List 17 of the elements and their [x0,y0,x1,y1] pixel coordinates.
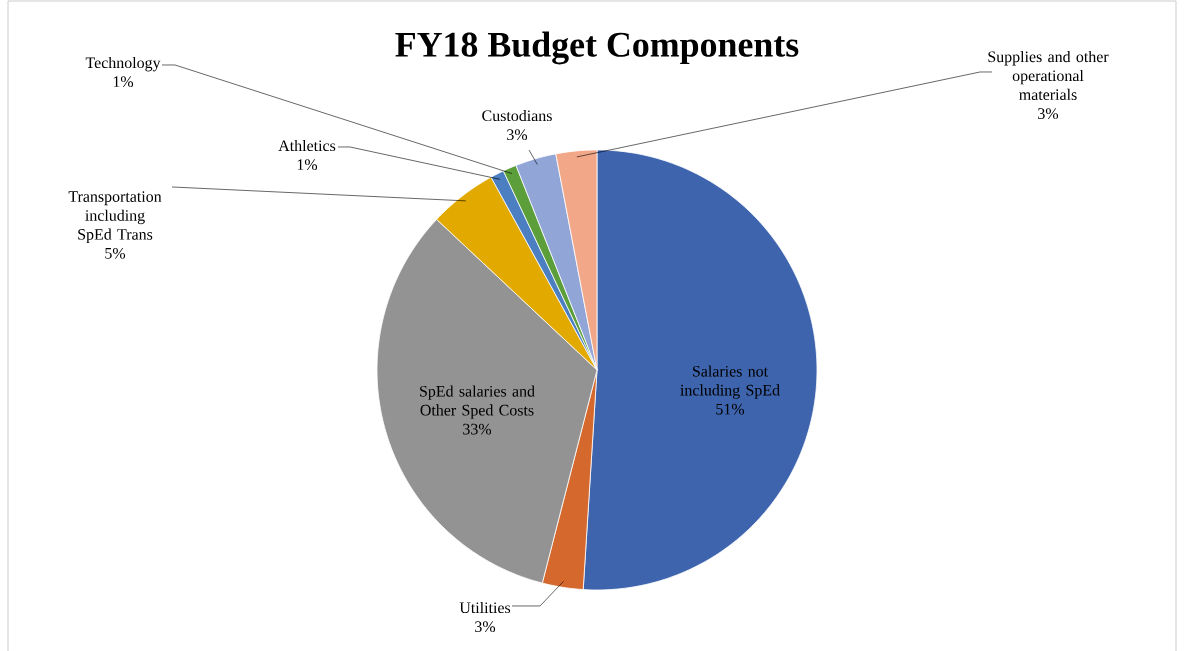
slice-label: Athletics [278,139,336,152]
slice-label: Transportation including SpEd Trans [68,191,162,244]
slice-label: SpEd salaries and Other Sped Costs [420,385,535,419]
data-label: 3% [1038,108,1059,119]
data-label: 33% [463,423,492,435]
data-label: 51% [716,403,745,415]
data-label: 5% [105,247,126,259]
chart-title: FY18 Budget Components [395,31,799,65]
data-label: 1% [113,76,134,88]
data-label: 1% [297,159,318,171]
data-label: 3% [475,621,496,633]
slice-label: Technology [85,56,161,72]
data-label: 3% [507,129,528,141]
slice-label: Salaries not including SpEd [680,365,780,399]
slice-label: Utilities [459,601,511,614]
slice-label: Supplies and other operational materials [988,50,1109,101]
slice-label: Custodians [482,109,552,122]
